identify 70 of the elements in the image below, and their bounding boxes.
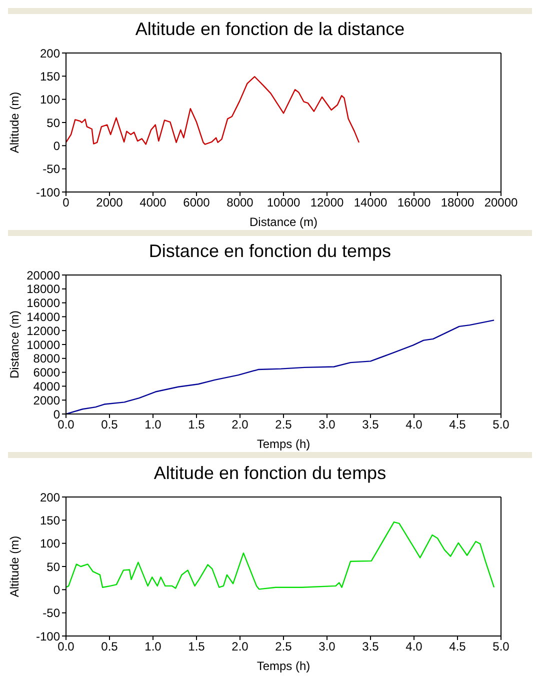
x-tick-label: 5.0 <box>492 640 510 654</box>
y-tick-label: -100 <box>36 629 60 644</box>
chart-title: Distance en fonction du temps <box>148 240 392 263</box>
x-tick-label: 18000 <box>440 196 475 210</box>
x-tick-label: 3.0 <box>318 640 336 654</box>
x-tick-label: 16000 <box>397 196 432 210</box>
y-tick-label: 8000 <box>33 352 60 366</box>
y-axis-title: Altitude (m) <box>7 92 22 154</box>
x-tick-label: 0 <box>62 196 70 210</box>
y-tick-label: 50 <box>46 116 60 130</box>
line-series <box>66 521 495 590</box>
y-tick-label: 0 <box>53 582 60 597</box>
x-tick-label: 3.5 <box>362 640 380 654</box>
x-tick-label: 2.0 <box>232 640 249 654</box>
x-tick-label: 0.0 <box>58 640 75 654</box>
x-tick-label: 1.0 <box>144 640 162 654</box>
x-axis-title: Distance (m) <box>249 215 318 229</box>
x-tick-label: 0.0 <box>58 418 75 432</box>
y-tick-label: 100 <box>40 536 60 551</box>
y-tick-label: 6000 <box>33 366 60 380</box>
x-tick-label: 1.5 <box>188 640 206 654</box>
x-tick-label: 14000 <box>354 196 388 210</box>
y-tick-label: 0 <box>53 407 60 422</box>
y-tick-label: -100 <box>36 185 60 200</box>
x-tick-label: 3.0 <box>318 418 336 432</box>
y-tick-label: -50 <box>42 606 60 620</box>
x-tick-label: 2.5 <box>275 640 292 654</box>
y-tick-label: 150 <box>40 513 60 528</box>
x-tick-label: 1.0 <box>144 418 162 432</box>
x-tick-label: 10000 <box>266 196 301 210</box>
y-tick-label: 18000 <box>26 282 60 296</box>
x-tick-label: 5.0 <box>492 418 510 432</box>
x-tick-label: 2.5 <box>275 418 292 432</box>
y-tick-label: 16000 <box>26 296 60 310</box>
x-tick-label: 6000 <box>183 196 210 210</box>
x-tick-label: 8000 <box>226 196 254 210</box>
y-tick-label: 50 <box>46 560 60 574</box>
x-tick-label: 4.0 <box>406 640 423 654</box>
x-tick-label: 4.0 <box>406 418 423 432</box>
chart-title: Altitude en fonction de la distance <box>134 18 406 41</box>
y-tick-label: 0 <box>53 138 60 153</box>
x-tick-label: 2.0 <box>232 418 249 432</box>
y-tick-label: 10000 <box>26 338 60 352</box>
y-tick-label: 20000 <box>26 268 60 282</box>
y-tick-label: 200 <box>40 490 60 504</box>
y-tick-label: 4000 <box>33 379 60 394</box>
y-tick-label: 12000 <box>26 324 60 338</box>
x-tick-label: 4.5 <box>449 640 466 654</box>
x-tick-label: 20000 <box>484 196 518 210</box>
line-series <box>66 76 360 145</box>
line-series <box>66 320 495 414</box>
y-tick-label: 150 <box>40 69 60 84</box>
x-tick-label: 1.5 <box>188 418 206 432</box>
y-axis-title: Distance (m) <box>7 310 22 379</box>
x-tick-label: 0.5 <box>101 418 118 432</box>
x-tick-label: 4.5 <box>449 418 466 432</box>
y-tick-label: 100 <box>40 92 60 107</box>
x-tick-label: 12000 <box>310 196 344 210</box>
chart-title: Altitude en fonction du temps <box>152 462 388 485</box>
y-tick-label: -50 <box>42 162 60 176</box>
x-axis-title: Temps (h) <box>256 659 310 673</box>
y-tick-label: 200 <box>40 46 60 60</box>
y-tick-label: 2000 <box>33 393 60 408</box>
x-tick-label: 3.5 <box>362 418 380 432</box>
x-tick-label: 2000 <box>96 196 124 210</box>
x-tick-label: 0.5 <box>101 640 118 654</box>
x-axis-title: Temps (h) <box>256 437 310 451</box>
x-tick-label: 4000 <box>140 196 167 210</box>
y-tick-label: 14000 <box>26 310 60 324</box>
y-axis-title: Altitude (m) <box>7 536 22 598</box>
